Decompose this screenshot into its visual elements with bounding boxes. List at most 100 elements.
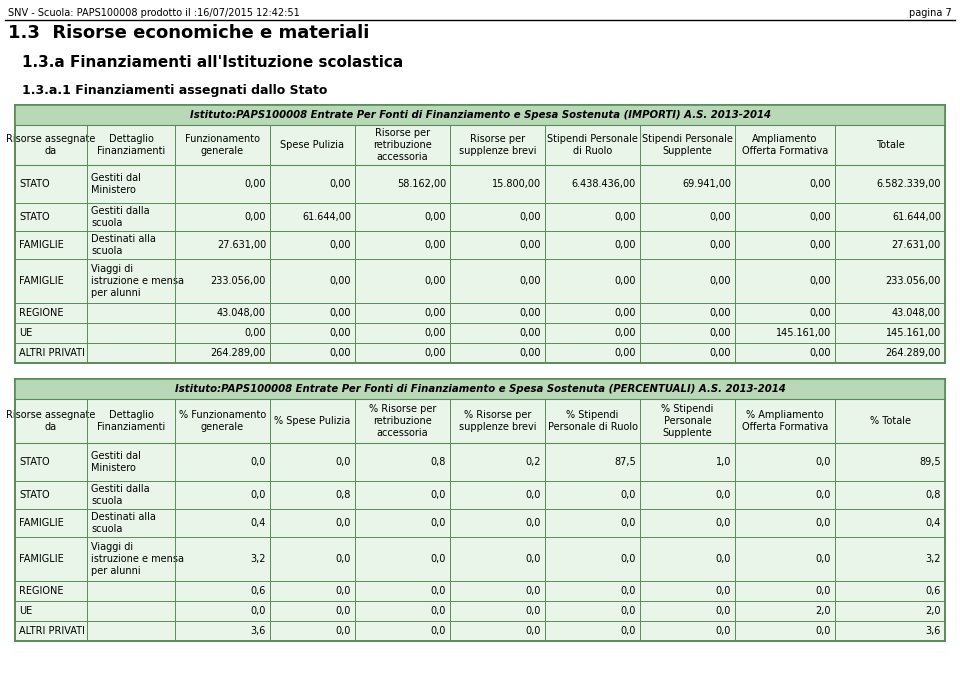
Text: 69.941,00: 69.941,00 — [682, 179, 731, 189]
Text: STATO: STATO — [19, 457, 50, 467]
Text: 0,00: 0,00 — [245, 328, 266, 338]
Text: 0,0: 0,0 — [620, 518, 636, 528]
Text: 0,2: 0,2 — [525, 457, 541, 467]
Text: 0,00: 0,00 — [809, 348, 831, 358]
Text: Gestiti dalla
scuola: Gestiti dalla scuola — [91, 484, 150, 506]
Text: 0,00: 0,00 — [519, 276, 541, 286]
Text: 0,00: 0,00 — [709, 328, 731, 338]
Text: 0,0: 0,0 — [715, 518, 731, 528]
Text: 0,0: 0,0 — [251, 490, 266, 500]
Text: 0,00: 0,00 — [709, 276, 731, 286]
Text: 0,00: 0,00 — [329, 276, 351, 286]
Text: 0,0: 0,0 — [816, 490, 831, 500]
Text: 0,0: 0,0 — [251, 606, 266, 616]
Text: Stipendi Personale
Supplente: Stipendi Personale Supplente — [642, 134, 732, 156]
Text: 0,0: 0,0 — [816, 457, 831, 467]
Text: 0,00: 0,00 — [614, 348, 636, 358]
Text: 145.161,00: 145.161,00 — [886, 328, 941, 338]
Text: 0,00: 0,00 — [809, 308, 831, 318]
Text: % Risorse per
supplenze brevi: % Risorse per supplenze brevi — [459, 410, 537, 432]
Text: Istituto:PAPS100008 Entrate Per Fonti di Finanziamento e Spesa Sostenuta (IMPORT: Istituto:PAPS100008 Entrate Per Fonti di… — [189, 110, 771, 120]
Text: pagina 7: pagina 7 — [909, 8, 952, 18]
Text: 0,00: 0,00 — [709, 308, 731, 318]
Text: 0,0: 0,0 — [620, 490, 636, 500]
Text: 89,5: 89,5 — [920, 457, 941, 467]
Text: ALTRI PRIVATI: ALTRI PRIVATI — [19, 348, 84, 358]
Text: 3,6: 3,6 — [925, 626, 941, 636]
Text: 0,0: 0,0 — [526, 626, 541, 636]
Text: Totale: Totale — [876, 140, 904, 150]
Text: 0,0: 0,0 — [816, 554, 831, 564]
Text: 0,4: 0,4 — [925, 518, 941, 528]
Text: 0,00: 0,00 — [519, 212, 541, 222]
Text: 0,0: 0,0 — [526, 518, 541, 528]
Text: Viaggi di
istruzione e mensa
per alunni: Viaggi di istruzione e mensa per alunni — [91, 264, 184, 298]
Text: % Funzionamento
generale: % Funzionamento generale — [179, 410, 266, 432]
Text: % Totale: % Totale — [870, 416, 910, 426]
Text: 0,0: 0,0 — [715, 626, 731, 636]
Text: 0,8: 0,8 — [431, 457, 446, 467]
Text: UE: UE — [19, 606, 33, 616]
Text: 2,0: 2,0 — [815, 606, 831, 616]
Text: 0,00: 0,00 — [329, 179, 351, 189]
Text: 58.162,00: 58.162,00 — [396, 179, 446, 189]
Text: 0,00: 0,00 — [329, 328, 351, 338]
Text: 0,00: 0,00 — [614, 212, 636, 222]
Text: 0,00: 0,00 — [245, 179, 266, 189]
Text: Gestiti dal
Ministero: Gestiti dal Ministero — [91, 173, 141, 195]
Text: 27.631,00: 27.631,00 — [892, 240, 941, 250]
Text: 0,0: 0,0 — [526, 554, 541, 564]
Text: 0,0: 0,0 — [816, 626, 831, 636]
Text: 0,0: 0,0 — [526, 490, 541, 500]
Text: Risorse assegnate
da: Risorse assegnate da — [7, 410, 96, 432]
Text: 0,00: 0,00 — [614, 328, 636, 338]
Text: 0,0: 0,0 — [526, 606, 541, 616]
Text: % Risorse per
retribuzione
accessoria: % Risorse per retribuzione accessoria — [369, 404, 436, 438]
Text: 3,2: 3,2 — [251, 554, 266, 564]
Text: 0,0: 0,0 — [336, 626, 351, 636]
Text: Spese Pulizia: Spese Pulizia — [280, 140, 345, 150]
Text: 0,0: 0,0 — [715, 490, 731, 500]
Text: 0,00: 0,00 — [809, 240, 831, 250]
Text: 0,00: 0,00 — [329, 348, 351, 358]
Text: Dettaglio
Finanziamenti: Dettaglio Finanziamenti — [97, 134, 165, 156]
Text: Risorse per
retribuzione
accessoria: Risorse per retribuzione accessoria — [373, 128, 432, 161]
Text: 0,00: 0,00 — [245, 212, 266, 222]
Text: 0,0: 0,0 — [620, 554, 636, 564]
Text: 0,0: 0,0 — [620, 586, 636, 596]
Text: 87,5: 87,5 — [614, 457, 636, 467]
Text: 0,0: 0,0 — [715, 554, 731, 564]
Text: 15.800,00: 15.800,00 — [492, 179, 541, 189]
Text: 0,4: 0,4 — [251, 518, 266, 528]
Text: STATO: STATO — [19, 490, 50, 500]
Text: 0,0: 0,0 — [336, 554, 351, 564]
Text: Risorse assegnate
da: Risorse assegnate da — [7, 134, 96, 156]
Bar — [15, 379, 945, 641]
Text: Viaggi di
istruzione e mensa
per alunni: Viaggi di istruzione e mensa per alunni — [91, 542, 184, 576]
Text: REGIONE: REGIONE — [19, 586, 63, 596]
Text: 0,00: 0,00 — [614, 308, 636, 318]
Text: FAMIGLIE: FAMIGLIE — [19, 554, 63, 564]
Text: 0,00: 0,00 — [424, 212, 446, 222]
Text: 0,0: 0,0 — [715, 606, 731, 616]
Text: Risorse per
supplenze brevi: Risorse per supplenze brevi — [459, 134, 537, 156]
Text: Gestiti dal
Ministero: Gestiti dal Ministero — [91, 451, 141, 473]
Text: 0,0: 0,0 — [816, 518, 831, 528]
Text: 1.3.a Finanziamenti all'Istituzione scolastica: 1.3.a Finanziamenti all'Istituzione scol… — [22, 55, 403, 70]
Bar — [15, 105, 945, 125]
Text: 3,6: 3,6 — [251, 626, 266, 636]
Text: Destinati alla
scuola: Destinati alla scuola — [91, 512, 156, 534]
Text: 0,0: 0,0 — [816, 586, 831, 596]
Text: 0,00: 0,00 — [424, 308, 446, 318]
Text: 0,0: 0,0 — [431, 554, 446, 564]
Text: 43.048,00: 43.048,00 — [217, 308, 266, 318]
Text: ALTRI PRIVATI: ALTRI PRIVATI — [19, 626, 84, 636]
Text: REGIONE: REGIONE — [19, 308, 63, 318]
Text: 145.161,00: 145.161,00 — [776, 328, 831, 338]
Text: 0,00: 0,00 — [709, 240, 731, 250]
Text: % Spese Pulizia: % Spese Pulizia — [275, 416, 350, 426]
Text: 2,0: 2,0 — [925, 606, 941, 616]
Text: 0,0: 0,0 — [336, 606, 351, 616]
Text: Dettaglio
Finanziamenti: Dettaglio Finanziamenti — [97, 410, 165, 432]
Text: 0,0: 0,0 — [431, 626, 446, 636]
